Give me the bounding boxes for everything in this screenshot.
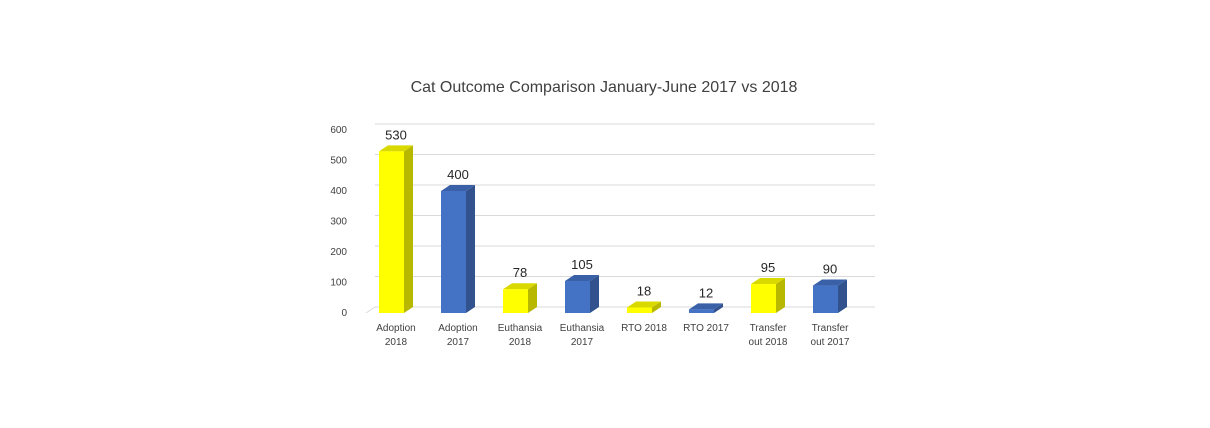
bar-front bbox=[503, 289, 528, 313]
y-tick-label: 200 bbox=[330, 247, 347, 258]
bar-front bbox=[751, 284, 776, 313]
data-label: 18 bbox=[637, 284, 651, 299]
bar-side bbox=[590, 274, 599, 313]
bar-top bbox=[689, 303, 723, 310]
data-label: 95 bbox=[761, 260, 775, 275]
data-label: 400 bbox=[447, 167, 469, 182]
bar-top bbox=[813, 279, 847, 286]
bars bbox=[379, 145, 847, 313]
bar-side bbox=[714, 303, 723, 313]
bar-front bbox=[379, 151, 404, 313]
x-tick-label: Euthansia 2017 bbox=[560, 323, 605, 348]
data-label: 12 bbox=[699, 285, 713, 300]
bar-top bbox=[627, 301, 661, 308]
bar-top bbox=[503, 283, 537, 290]
bar-front bbox=[627, 307, 652, 313]
bar bbox=[813, 279, 847, 313]
bar-top bbox=[379, 145, 413, 152]
y-tick-label: 300 bbox=[330, 217, 347, 228]
bar-front bbox=[565, 280, 590, 313]
x-tick-label: Transfer out 2018 bbox=[749, 323, 788, 348]
y-axis-ticks: 0 100 200 300 400 500 600 bbox=[330, 125, 347, 319]
y-tick-label: 0 bbox=[341, 308, 347, 319]
x-tick-label: RTO 2018 bbox=[621, 323, 667, 334]
data-label: 530 bbox=[385, 127, 407, 142]
bar-front bbox=[441, 191, 466, 313]
y-tick-label: 400 bbox=[330, 186, 347, 197]
bar-side bbox=[404, 145, 413, 313]
y-tick-label: 500 bbox=[330, 156, 347, 167]
bar bbox=[441, 185, 475, 313]
bar bbox=[503, 283, 537, 313]
floor-edge bbox=[365, 306, 376, 314]
data-labels: 530 400 78 105 18 12 95 90 bbox=[385, 127, 837, 300]
chart-title: Cat Outcome Comparison January-June 2017… bbox=[411, 79, 798, 96]
x-tick-label: Euthansia 2018 bbox=[498, 323, 543, 348]
x-tick-label: RTO 2017 bbox=[683, 323, 729, 334]
x-tick-label: Adoption 2017 bbox=[438, 323, 477, 348]
bar-side bbox=[652, 301, 661, 313]
bar-side bbox=[466, 185, 475, 313]
bar-front bbox=[813, 285, 838, 313]
x-axis-labels: Adoption 2018 Adoption 2017 Euthansia 2018 Eut… bbox=[376, 323, 850, 348]
bar-top bbox=[441, 185, 475, 191]
y-tick-label: 100 bbox=[330, 278, 347, 289]
bar-side bbox=[838, 279, 847, 313]
data-label: 105 bbox=[571, 257, 593, 272]
bar-side bbox=[528, 283, 537, 313]
bar-top bbox=[751, 278, 785, 285]
data-label: 90 bbox=[823, 262, 837, 277]
bar-side bbox=[776, 278, 785, 313]
x-tick-label: Transfer out 2017 bbox=[811, 323, 850, 348]
y-tick-label: 600 bbox=[330, 125, 347, 136]
bar bbox=[751, 278, 785, 313]
x-tick-label: Adoption 2018 bbox=[376, 323, 415, 348]
bar-top bbox=[565, 274, 599, 281]
bar bbox=[627, 301, 661, 313]
bar-front bbox=[689, 309, 714, 313]
bar bbox=[379, 145, 413, 313]
bar bbox=[689, 303, 723, 313]
data-label: 78 bbox=[513, 265, 527, 280]
bar bbox=[565, 274, 599, 313]
